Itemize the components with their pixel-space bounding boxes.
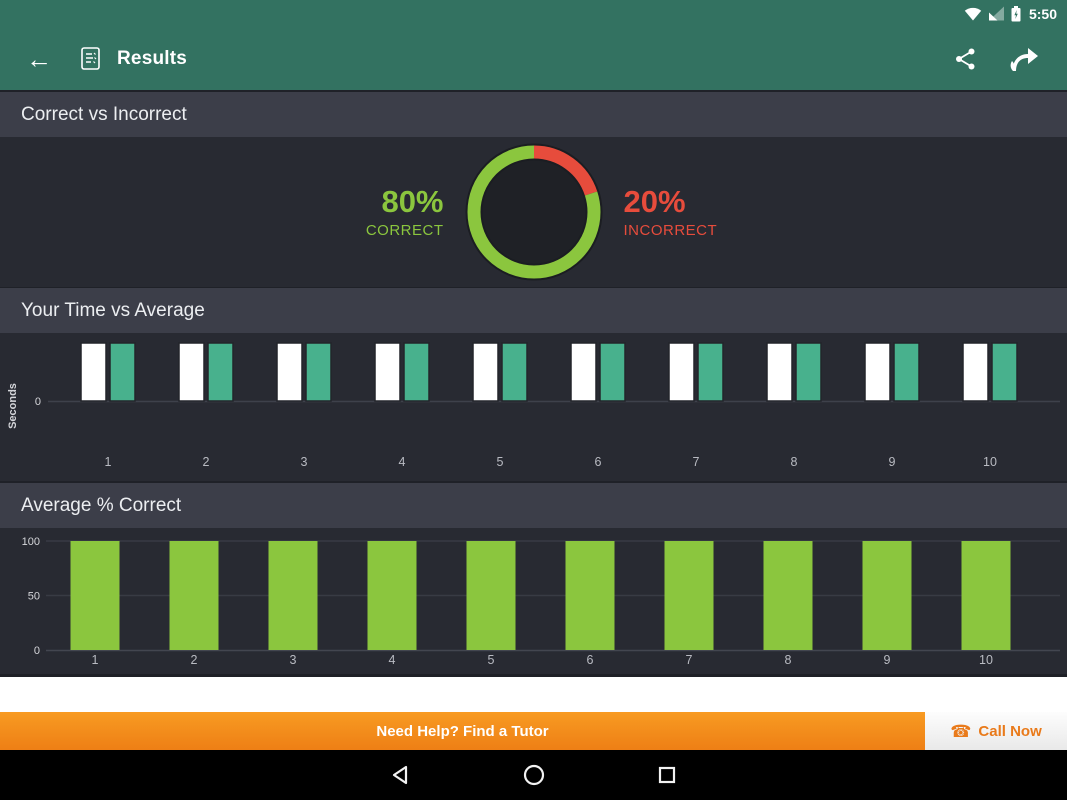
cellular-signal-icon [988, 6, 1004, 21]
find-tutor-label: Need Help? Find a Tutor [376, 722, 549, 740]
svg-text:100: 100 [22, 536, 40, 548]
svg-text:1: 1 [105, 455, 112, 469]
nav-back-button[interactable] [389, 763, 413, 787]
correct-incorrect-panel: 80% CORRECT 20% INCORRECT [0, 137, 1067, 287]
svg-text:2: 2 [203, 455, 210, 469]
svg-text:1: 1 [92, 653, 99, 667]
svg-text:4: 4 [389, 653, 396, 667]
svg-text:50: 50 [28, 591, 40, 603]
svg-text:8: 8 [785, 653, 792, 667]
incorrect-stat: 20% INCORRECT [623, 183, 784, 240]
status-bar: 5:50 [0, 0, 1067, 27]
svg-text:9: 9 [884, 653, 891, 667]
battery-charging-icon [1011, 5, 1021, 21]
find-tutor-button[interactable]: Need Help? Find a Tutor [0, 712, 925, 750]
correct-stat: 80% CORRECT [284, 183, 444, 240]
svg-text:10: 10 [983, 455, 997, 469]
section-header-correct-vs-incorrect: Correct vs Incorrect [0, 90, 1067, 137]
svg-text:3: 3 [290, 653, 297, 667]
svg-text:7: 7 [693, 455, 700, 469]
section-header-time-vs-average: Your Time vs Average [0, 287, 1067, 333]
phone-icon: ☎ [950, 721, 972, 741]
svg-text:0: 0 [35, 396, 41, 408]
average-correct-chart: 0 50 100 1 2 3 4 5 6 7 8 9 10 [22, 536, 1060, 667]
back-arrow-icon[interactable]: ← [26, 43, 52, 74]
average-correct-panel: 0 50 100 1 2 3 4 5 6 7 8 9 10 [0, 528, 1067, 677]
tutor-banner: Need Help? Find a Tutor ☎ Call Now [0, 712, 1067, 750]
svg-text:8: 8 [791, 455, 798, 469]
section-title: Correct vs Incorrect [21, 103, 187, 125]
forward-arrow-icon[interactable] [1007, 45, 1041, 73]
svg-text:5: 5 [497, 455, 504, 469]
share-icon[interactable] [954, 47, 977, 71]
incorrect-label: INCORRECT [623, 222, 718, 240]
correct-label: CORRECT [365, 222, 444, 240]
wifi-icon [964, 7, 982, 21]
svg-text:5: 5 [488, 653, 495, 667]
svg-text:6: 6 [595, 455, 602, 469]
svg-text:Seconds: Seconds [7, 383, 19, 429]
nav-home-button[interactable] [522, 763, 546, 787]
section-header-average-correct: Average % Correct [0, 481, 1067, 528]
results-doc-icon [80, 46, 101, 71]
svg-text:4: 4 [399, 455, 406, 469]
correct-percent: 80% [381, 183, 444, 219]
nav-recents-button[interactable] [655, 763, 679, 787]
section-title: Your Time vs Average [21, 299, 205, 321]
svg-text:2: 2 [191, 653, 198, 667]
time-vs-average-chart: Seconds 0 1 2 3 4 5 6 7 8 9 10 [7, 342, 1060, 469]
call-now-label: Call Now [978, 722, 1042, 740]
svg-text:7: 7 [686, 653, 693, 667]
call-now-button[interactable]: ☎ Call Now [925, 712, 1067, 750]
svg-text:3: 3 [301, 455, 308, 469]
app-bar: ← Results [0, 27, 1067, 90]
section-title: Average % Correct [21, 494, 182, 516]
svg-text:9: 9 [889, 455, 896, 469]
svg-text:6: 6 [587, 653, 594, 667]
svg-text:10: 10 [979, 653, 993, 667]
svg-text:0: 0 [34, 645, 40, 657]
time-vs-average-panel: Seconds 0 1 2 3 4 5 6 7 8 9 10 [0, 333, 1067, 481]
content-bottom-strip [0, 677, 1067, 712]
incorrect-percent: 20% [623, 183, 686, 219]
android-nav-bar [0, 750, 1067, 800]
page-title: Results [117, 47, 188, 69]
status-time: 5:50 [1028, 5, 1057, 22]
donut-chart [465, 143, 602, 281]
